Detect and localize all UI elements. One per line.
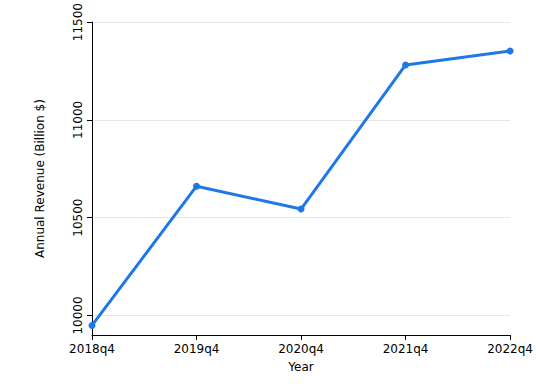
svg-text:2021q4: 2021q4 <box>383 342 429 356</box>
svg-text:11500: 11500 <box>71 3 85 41</box>
svg-text:10500: 10500 <box>71 199 85 237</box>
svg-text:2018q4: 2018q4 <box>69 342 115 356</box>
svg-text:Year: Year <box>287 360 313 374</box>
svg-text:2019q4: 2019q4 <box>174 342 220 356</box>
svg-text:2020q4: 2020q4 <box>278 342 324 356</box>
svg-text:10000: 10000 <box>71 296 85 334</box>
svg-text:Annual Revenue (Billion $): Annual Revenue (Billion $) <box>33 99 47 258</box>
svg-text:11000: 11000 <box>71 101 85 139</box>
svg-text:2022q4: 2022q4 <box>487 342 533 356</box>
